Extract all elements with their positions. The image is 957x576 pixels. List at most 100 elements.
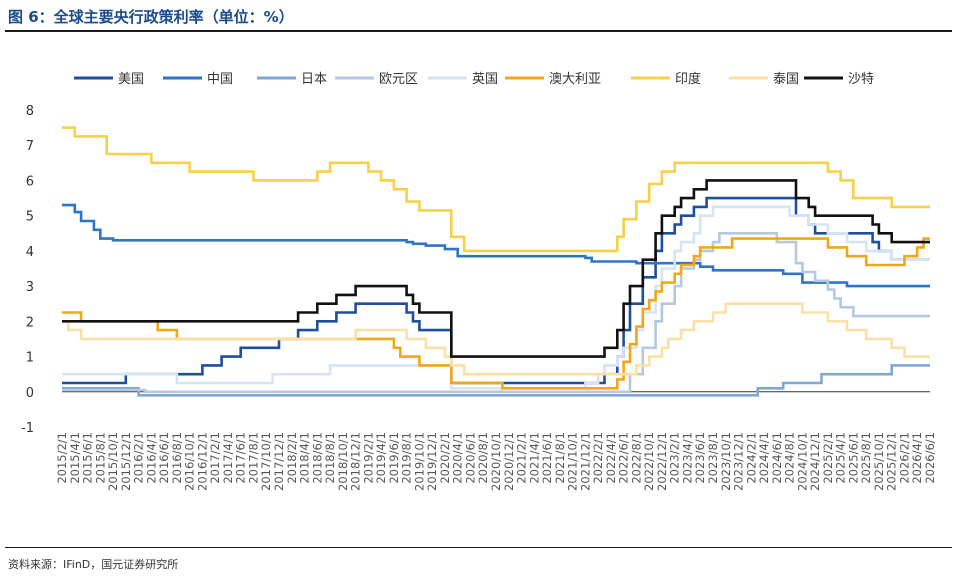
x-tick-label: 2022/10/1	[642, 432, 656, 491]
y-tick-label: 6	[26, 174, 34, 189]
x-tick-label: 2026/2/1	[897, 432, 911, 484]
x-tick-label: 2019/12/1	[425, 432, 439, 491]
x-tick-label: 2022/8/1	[629, 432, 643, 484]
x-tick-label: 2022/4/1	[604, 432, 618, 484]
x-tick-label: 2015/6/1	[81, 432, 95, 484]
x-tick-label: 2026/6/1	[923, 432, 937, 484]
x-tick-label: 2018/4/1	[298, 432, 312, 484]
legend-label: 中国	[207, 72, 233, 87]
x-tick-label: 2020/6/1	[463, 432, 477, 484]
x-tick-label: 2022/2/1	[591, 432, 605, 484]
legend-label: 英国	[472, 72, 498, 87]
y-axis: -1 0 1 2 3 4 5 6 7 8	[21, 104, 34, 436]
x-tick-label: 2024/12/1	[808, 432, 822, 491]
x-tick-label: 2016/4/1	[144, 432, 158, 484]
x-tick-label: 2023/2/1	[668, 432, 682, 484]
series-line-中国	[62, 203, 930, 288]
legend-label: 沙特	[848, 72, 874, 87]
x-tick-label: 2019/4/1	[374, 432, 388, 484]
x-tick-label: 2022/12/1	[655, 432, 669, 491]
x-tick-label: 2023/8/1	[706, 432, 720, 484]
source-note: 资料来源：IFinD，国元证券研究所	[8, 558, 179, 571]
y-tick-label: 0	[26, 386, 34, 401]
x-tick-label: 2021/12/1	[578, 432, 592, 491]
y-tick-label: 5	[26, 210, 34, 225]
legend-label: 美国	[118, 72, 144, 87]
x-tick-label: 2023/6/1	[693, 432, 707, 484]
x-tick-label: 2025/12/1	[885, 432, 899, 491]
y-tick-label: 7	[26, 139, 34, 154]
series-line-澳大利亚	[62, 237, 930, 390]
x-tick-label: 2017/8/1	[246, 432, 260, 484]
x-tick-label: 2026/4/1	[910, 432, 924, 484]
legend-label: 泰国	[773, 72, 799, 87]
x-tick-label: 2016/8/1	[170, 432, 184, 484]
y-tick-label: 2	[26, 315, 34, 330]
x-tick-label: 2019/8/1	[400, 432, 414, 484]
x-tick-label: 2015/2/1	[55, 432, 69, 484]
x-tick-label: 2015/4/1	[68, 432, 82, 484]
legend-label: 印度	[675, 71, 701, 87]
x-tick-label: 2020/12/1	[502, 432, 516, 491]
x-tick-label: 2024/4/1	[757, 432, 771, 484]
bottom-rule	[5, 547, 952, 548]
x-tick-label: 2025/4/1	[834, 432, 848, 484]
x-tick-label: 2016/6/1	[157, 432, 171, 484]
series-line-英国	[62, 205, 930, 390]
x-tick-label: 2021/2/1	[515, 432, 529, 484]
x-tick-label: 2017/4/1	[221, 432, 235, 484]
x-tick-label: 2016/10/1	[183, 432, 197, 491]
x-tick-label: 2015/10/1	[106, 432, 120, 491]
x-tick-label: 2016/12/1	[195, 432, 209, 491]
x-tick-label: 2023/10/1	[719, 432, 733, 491]
series-line-美国	[62, 196, 930, 385]
y-tick-label: -1	[21, 421, 34, 436]
x-tick-label: 2015/8/1	[93, 432, 107, 484]
x-tick-label: 2020/8/1	[476, 432, 490, 484]
x-tick-label: 2025/6/1	[846, 432, 860, 484]
x-tick-label: 2020/2/1	[438, 432, 452, 484]
top-rule	[5, 30, 952, 32]
x-tick-label: 2018/2/1	[285, 432, 299, 484]
x-tick-label: 2016/2/1	[132, 432, 146, 484]
x-tick-label: 2017/10/1	[259, 432, 273, 491]
y-tick-label: 8	[26, 104, 34, 119]
x-tick-label: 2021/6/1	[540, 432, 554, 484]
x-tick-label: 2021/8/1	[553, 432, 567, 484]
x-tick-label: 2020/4/1	[451, 432, 465, 484]
y-tick-label: 1	[26, 351, 34, 366]
y-tick-label: 4	[26, 245, 34, 260]
x-tick-label: 2025/2/1	[821, 432, 835, 484]
x-tick-label: 2021/10/1	[566, 432, 580, 491]
x-tick-label: 2019/2/1	[361, 432, 375, 484]
x-axis: 2015/2/12015/4/12015/6/12015/8/12015/10/…	[55, 432, 937, 491]
legend-label: 欧元区	[379, 72, 418, 87]
x-tick-label: 2023/12/1	[732, 432, 746, 491]
x-tick-label: 2018/6/1	[310, 432, 324, 484]
series-line-印度	[62, 126, 930, 253]
x-tick-label: 2021/4/1	[527, 432, 541, 484]
x-tick-label: 2015/12/1	[119, 432, 133, 491]
x-tick-label: 2018/10/1	[336, 432, 350, 491]
legend-label: 日本	[301, 72, 327, 87]
legend-label: 澳大利亚	[549, 71, 601, 87]
x-tick-label: 2022/6/1	[617, 432, 631, 484]
x-tick-label: 2024/6/1	[770, 432, 784, 484]
x-tick-label: 2020/10/1	[489, 432, 503, 491]
x-tick-label: 2024/10/1	[795, 432, 809, 491]
chart-legend: 美国 中国 日本 欧元区 英国 澳大利亚 印度 泰国 沙特	[74, 71, 874, 87]
x-tick-label: 2025/8/1	[859, 432, 873, 484]
series-line-泰国	[62, 302, 930, 376]
y-tick-label: 3	[26, 280, 34, 295]
series-line-沙特	[62, 179, 930, 358]
x-tick-label: 2017/6/1	[234, 432, 248, 484]
x-tick-label: 2024/2/1	[744, 432, 758, 484]
x-tick-label: 2025/10/1	[872, 432, 886, 491]
x-tick-label: 2017/12/1	[272, 432, 286, 491]
figure-title: 图 6：全球主要央行政策利率（单位：%）	[8, 8, 294, 26]
x-tick-label: 2023/4/1	[680, 432, 694, 484]
x-tick-label: 2018/8/1	[323, 432, 337, 484]
series-line-日本	[62, 364, 930, 397]
x-tick-label: 2019/10/1	[412, 432, 426, 491]
